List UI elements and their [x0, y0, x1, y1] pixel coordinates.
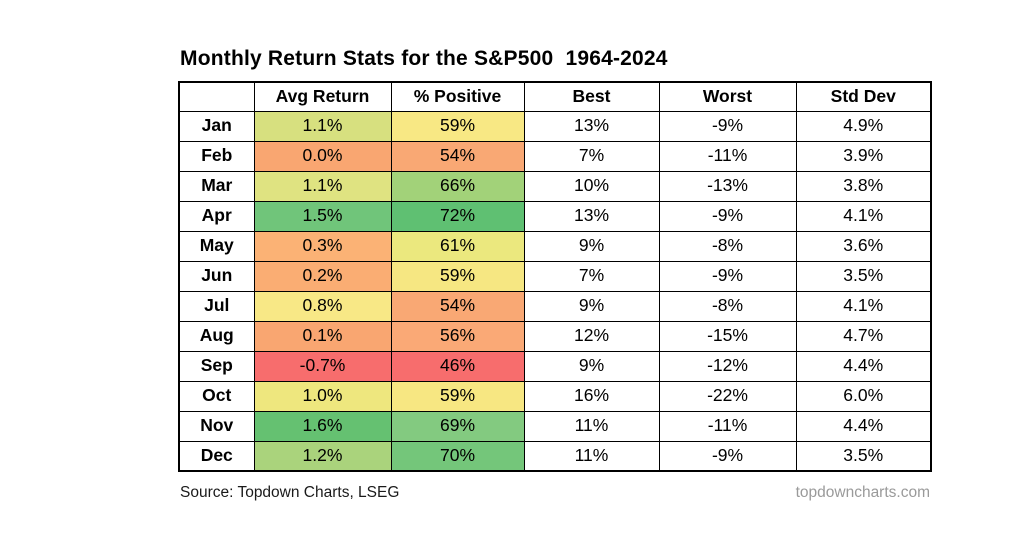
table-row: Dec 1.2% 70% 11% -9% 3.5% [178, 440, 932, 472]
avg-return-cell: 1.6% [253, 410, 392, 442]
worst-cell: -13% [658, 170, 797, 202]
avg-return-cell: 0.1% [253, 320, 392, 352]
pct-positive-cell: 46% [390, 350, 525, 382]
pct-positive-cell: 59% [390, 110, 525, 142]
pct-positive-cell: 66% [390, 170, 525, 202]
avg-return-cell: 1.5% [253, 200, 392, 232]
best-cell: 10% [523, 170, 660, 202]
table-row: Feb 0.0% 54% 7% -11% 3.9% [178, 140, 932, 172]
pct-positive-cell: 72% [390, 200, 525, 232]
table-row: Oct 1.0% 59% 16% -22% 6.0% [178, 380, 932, 412]
std-dev-cell: 4.4% [795, 410, 932, 442]
stats-table-body: Jan 1.1% 59% 13% -9% 4.9% Feb 0.0% 54% 7% -11% 3.9%… [178, 110, 932, 472]
month-label: Aug [178, 320, 255, 352]
avg-return-cell: 1.2% [253, 440, 392, 472]
avg-return-cell: -0.7% [253, 350, 392, 382]
worst-cell: -8% [658, 230, 797, 262]
table-row: Mar 1.1% 66% 10% -13% 3.8% [178, 170, 932, 202]
std-dev-cell: 6.0% [795, 380, 932, 412]
pct-positive-cell: 61% [390, 230, 525, 262]
pct-positive-cell: 70% [390, 440, 525, 472]
avg-return-cell: 0.3% [253, 230, 392, 262]
source-text: Source: Topdown Charts, LSEG [180, 484, 400, 501]
table-row: Jan 1.1% 59% 13% -9% 4.9% [178, 110, 932, 142]
best-cell: 9% [523, 350, 660, 382]
page-title: Monthly Return Stats for the S&P500 1964… [180, 47, 668, 70]
pct-positive-cell: 54% [390, 290, 525, 322]
worst-cell: -22% [658, 380, 797, 412]
table-row: Apr 1.5% 72% 13% -9% 4.1% [178, 200, 932, 232]
std-dev-cell: 3.8% [795, 170, 932, 202]
worst-cell: -8% [658, 290, 797, 322]
website-text: topdowncharts.com [795, 484, 930, 501]
std-dev-cell: 3.6% [795, 230, 932, 262]
pct-positive-cell: 54% [390, 140, 525, 172]
std-dev-cell: 3.5% [795, 260, 932, 292]
worst-cell: -9% [658, 200, 797, 232]
avg-return-cell: 0.8% [253, 290, 392, 322]
month-label: Oct [178, 380, 255, 412]
worst-cell: -9% [658, 110, 797, 142]
std-dev-cell: 3.5% [795, 440, 932, 472]
table-row: Aug 0.1% 56% 12% -15% 4.7% [178, 320, 932, 352]
avg-return-cell: 1.0% [253, 380, 392, 412]
best-cell: 9% [523, 290, 660, 322]
header-pct-positive: % Positive [390, 81, 525, 112]
month-label: Nov [178, 410, 255, 442]
table-row: Sep -0.7% 46% 9% -12% 4.4% [178, 350, 932, 382]
header-worst: Worst [658, 81, 797, 112]
best-cell: 11% [523, 440, 660, 472]
worst-cell: -15% [658, 320, 797, 352]
best-cell: 9% [523, 230, 660, 262]
month-label: Apr [178, 200, 255, 232]
best-cell: 11% [523, 410, 660, 442]
table-row: May 0.3% 61% 9% -8% 3.6% [178, 230, 932, 262]
month-label: Feb [178, 140, 255, 172]
worst-cell: -12% [658, 350, 797, 382]
header-row: Avg Return % Positive Best Worst Std Dev [178, 81, 932, 112]
pct-positive-cell: 56% [390, 320, 525, 352]
pct-positive-cell: 59% [390, 260, 525, 292]
pct-positive-cell: 69% [390, 410, 525, 442]
avg-return-cell: 1.1% [253, 170, 392, 202]
table-row: Nov 1.6% 69% 11% -11% 4.4% [178, 410, 932, 442]
std-dev-cell: 4.9% [795, 110, 932, 142]
std-dev-cell: 4.7% [795, 320, 932, 352]
best-cell: 12% [523, 320, 660, 352]
footer: Source: Topdown Charts, LSEG topdownchar… [180, 484, 930, 502]
month-label: Jan [178, 110, 255, 142]
std-dev-cell: 4.1% [795, 200, 932, 232]
month-label: May [178, 230, 255, 262]
pct-positive-cell: 59% [390, 380, 525, 412]
avg-return-cell: 0.0% [253, 140, 392, 172]
header-avg-return: Avg Return [253, 81, 392, 112]
table-row: Jul 0.8% 54% 9% -8% 4.1% [178, 290, 932, 322]
table-row: Jun 0.2% 59% 7% -9% 3.5% [178, 260, 932, 292]
monthly-return-stats-table: Avg Return % Positive Best Worst Std Dev… [178, 81, 932, 472]
month-label: Sep [178, 350, 255, 382]
month-label: Jun [178, 260, 255, 292]
best-cell: 16% [523, 380, 660, 412]
avg-return-cell: 1.1% [253, 110, 392, 142]
best-cell: 7% [523, 260, 660, 292]
best-cell: 13% [523, 110, 660, 142]
best-cell: 7% [523, 140, 660, 172]
best-cell: 13% [523, 200, 660, 232]
month-label: Jul [178, 290, 255, 322]
header-month [178, 81, 255, 112]
month-label: Mar [178, 170, 255, 202]
header-std-dev: Std Dev [795, 81, 932, 112]
std-dev-cell: 4.1% [795, 290, 932, 322]
std-dev-cell: 4.4% [795, 350, 932, 382]
month-label: Dec [178, 440, 255, 472]
std-dev-cell: 3.9% [795, 140, 932, 172]
worst-cell: -9% [658, 440, 797, 472]
worst-cell: -11% [658, 410, 797, 442]
avg-return-cell: 0.2% [253, 260, 392, 292]
header-best: Best [523, 81, 660, 112]
worst-cell: -9% [658, 260, 797, 292]
worst-cell: -11% [658, 140, 797, 172]
